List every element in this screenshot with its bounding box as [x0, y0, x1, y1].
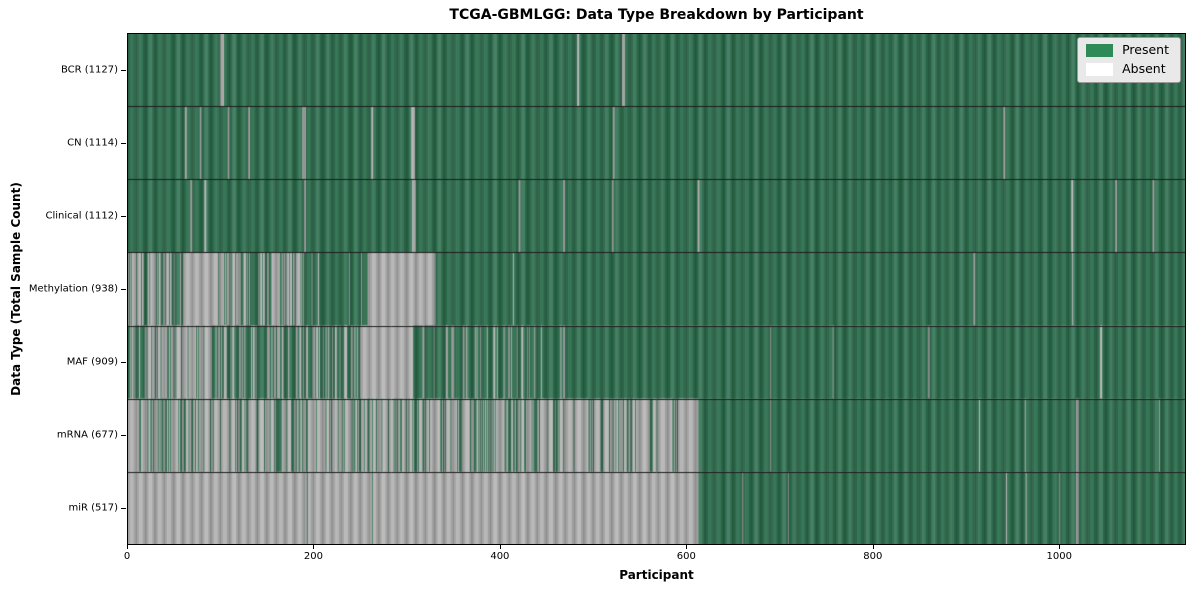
x-tick-label: 800 — [863, 551, 883, 562]
y-axis-tick — [121, 142, 126, 144]
x-axis-tick — [872, 545, 874, 549]
legend-label-absent: Absent — [1122, 61, 1166, 77]
x-axis-label: Participant — [619, 568, 694, 582]
x-axis-tick — [313, 545, 315, 549]
x-tick-label: 600 — [676, 551, 696, 562]
x-axis-tick — [127, 545, 128, 549]
y-tick-label: mRNA (677) — [56, 429, 118, 441]
legend-item-present: Present — [1086, 44, 1169, 57]
x-axis-tick — [499, 545, 501, 549]
y-tick-label: BCR (1127) — [60, 64, 118, 76]
y-axis-tick — [121, 289, 126, 290]
x-tick-label: 1000 — [1046, 551, 1072, 562]
y-tick-label: MAF (909) — [66, 356, 118, 368]
absent-swatch-icon — [1086, 63, 1114, 76]
y-axis-tick — [121, 362, 126, 364]
x-tick-label: 0 — [123, 551, 131, 562]
legend-item-absent: Absent — [1086, 63, 1169, 76]
legend: Present Absent — [1077, 37, 1181, 83]
y-axis-tick — [121, 508, 126, 510]
present-swatch-icon — [1086, 44, 1114, 57]
legend-label-present: Present — [1122, 42, 1169, 58]
x-tick-label: 200 — [303, 551, 323, 562]
x-axis-tick — [686, 545, 688, 549]
y-tick-label: Methylation (938) — [28, 283, 118, 295]
y-tick-label: CN (1114) — [67, 137, 118, 149]
x-tick-label: 400 — [490, 551, 510, 562]
chart-title: TCGA-GBMLGG: Data Type Breakdown by Part… — [449, 7, 864, 23]
y-tick-label: Clinical (1112) — [45, 210, 119, 222]
y-tick-label: miR (517) — [68, 502, 118, 514]
y-axis-tick — [121, 435, 126, 437]
y-axis-tick — [121, 69, 126, 71]
y-axis-tick — [121, 215, 126, 217]
plot-area: Present Absent — [127, 33, 1186, 545]
presence-matrix-canvas — [127, 33, 1186, 545]
x-axis-tick — [1059, 545, 1061, 549]
